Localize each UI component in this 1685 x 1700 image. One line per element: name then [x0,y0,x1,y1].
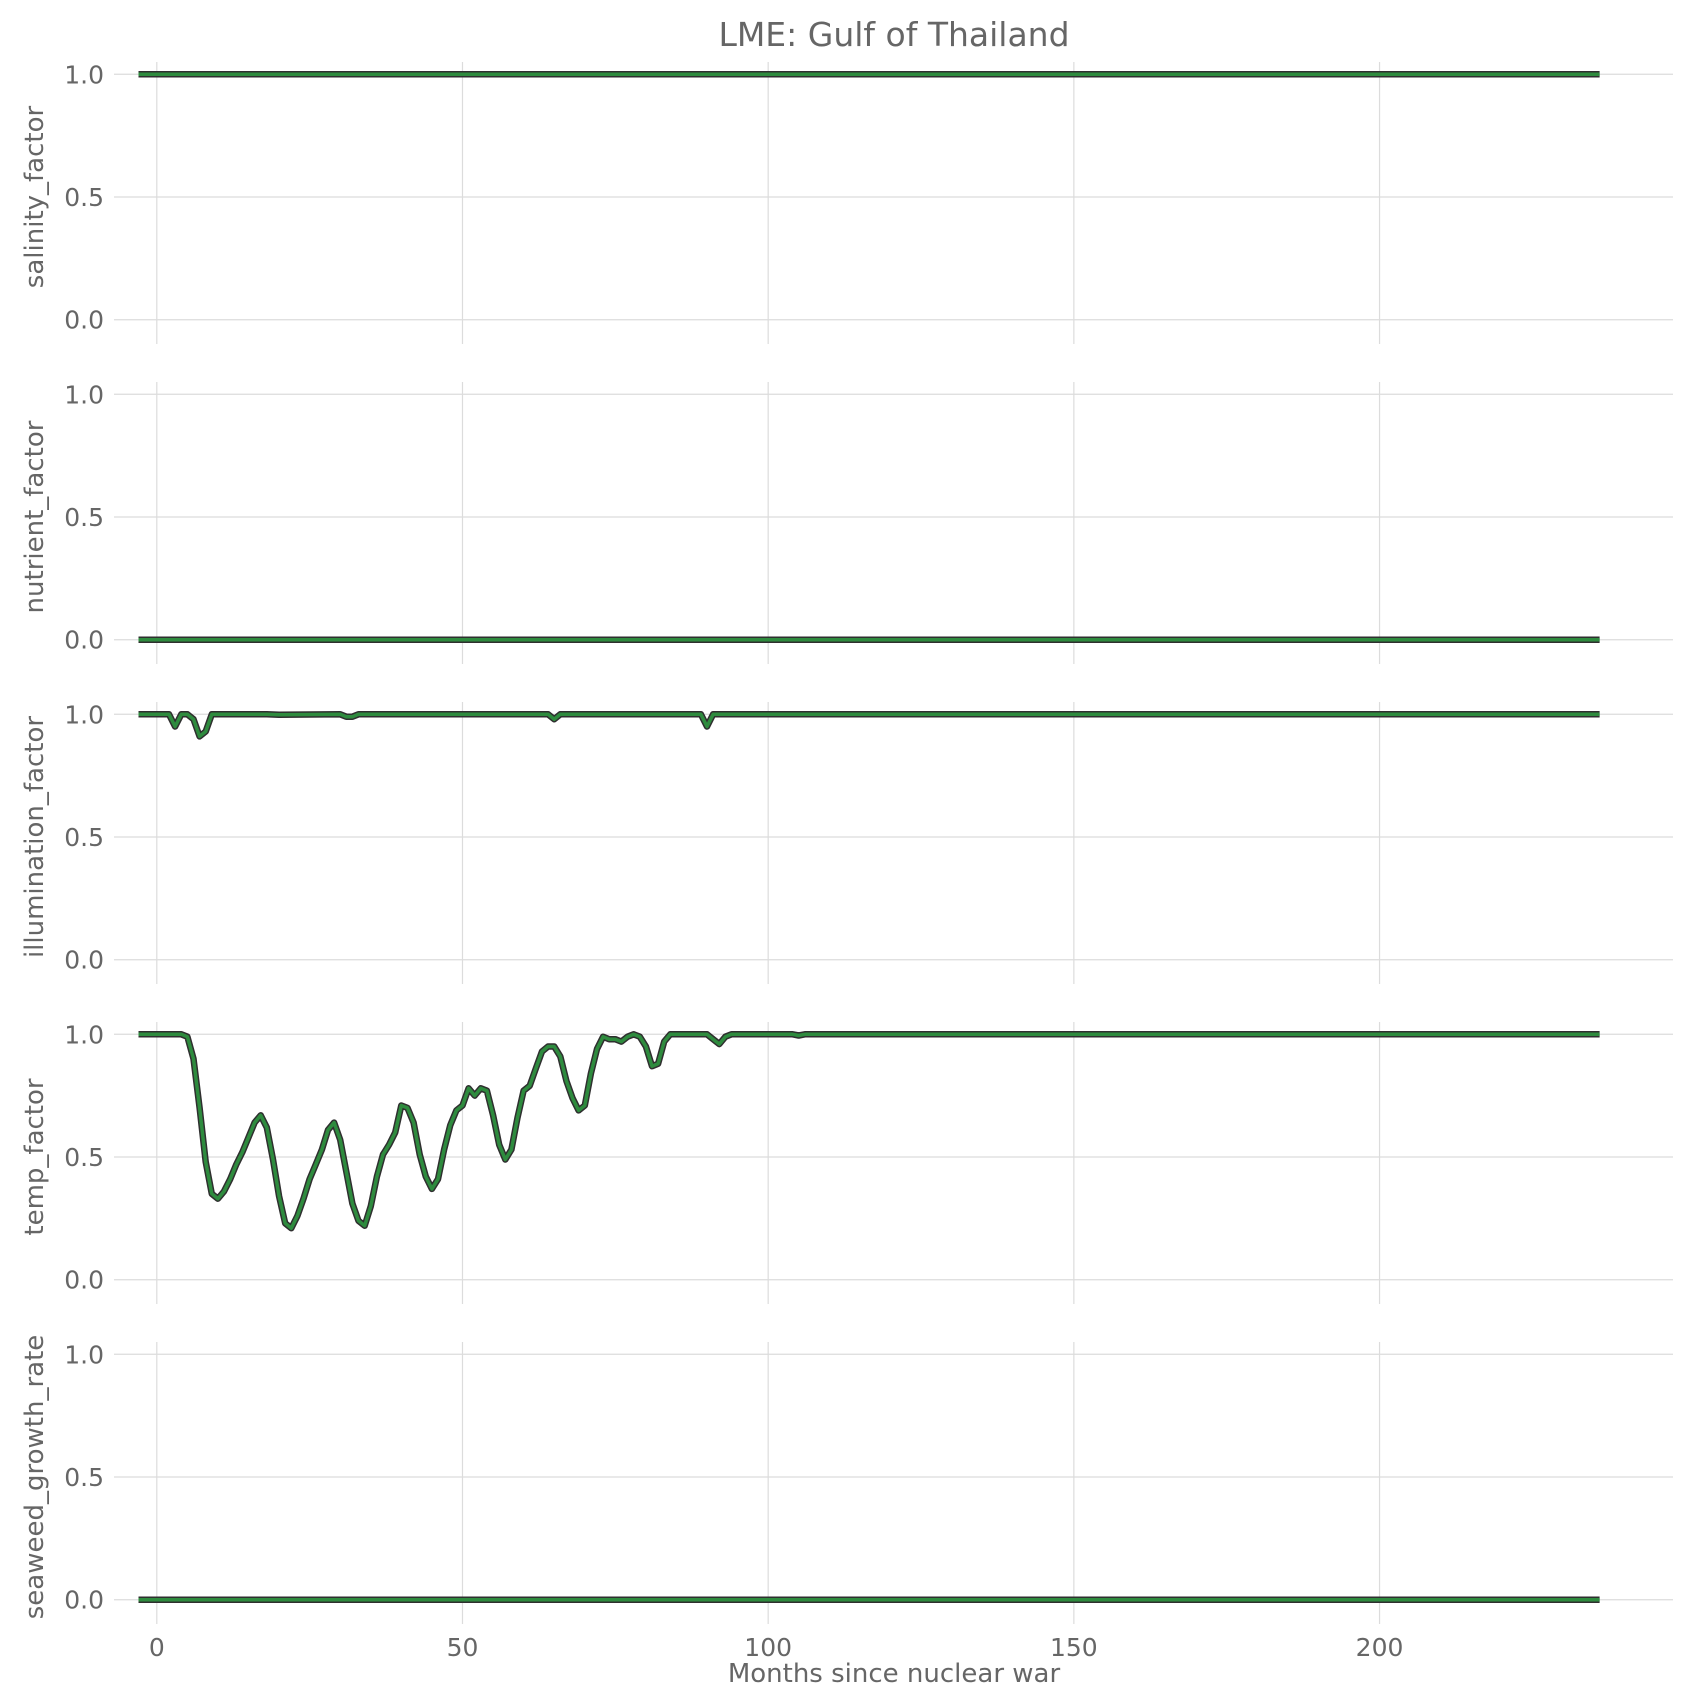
subplot-panels: 0.0 0.5 1.0 salinity_factor 0.0 0.5 1.0 nutrien… [20,60,1673,1662]
y-axis-label: salinity_factor [20,106,50,289]
x-axis-label: Months since nuclear war [728,1659,1061,1689]
y-tick-label: 0.0 [64,946,104,975]
y-tick-label: 0.0 [64,626,104,655]
y-tick-label: 0.5 [64,1143,104,1172]
y-axis-label: nutrient_factor [20,420,50,613]
series-line-outline [138,711,1600,740]
x-tick-label: 100 [744,1633,792,1662]
y-axis-label: illumination_factor [20,716,50,958]
y-axis-label: seaweed_growth_rate [20,1335,50,1620]
y-tick-label: 1.0 [64,700,104,729]
series-line-outline [138,1031,1600,1232]
x-tick-label: 50 [447,1633,479,1662]
series-line [138,1032,1600,1230]
y-tick-label: 0.5 [64,503,104,532]
y-tick-label: 0.5 [64,1463,104,1492]
series-line [138,712,1600,739]
y-tick-label: 1.0 [64,1020,104,1049]
panel-illumination-factor: 0.0 0.5 1.0 illumination_factor [20,700,1673,984]
y-tick-label: 0.0 [64,1586,104,1615]
panel-temp-factor: 0.0 0.5 1.0 temp_factor [20,1020,1673,1304]
y-tick-label: 0.5 [64,183,104,212]
y-tick-label: 0.5 [64,823,104,852]
y-tick-label: 1.0 [64,1340,104,1369]
y-tick-label: 0.0 [64,306,104,335]
y-tick-label: 0.0 [64,1266,104,1295]
panel-seaweed-growth-rate: 0.0 0.5 1.0 seaweed_growth_rate 0 50 100 150 200 [20,1335,1673,1662]
y-tick-label: 1.0 [64,380,104,409]
x-tick-label: 0 [149,1633,165,1662]
panel-salinity-factor: 0.0 0.5 1.0 salinity_factor [20,60,1673,344]
x-tick-label: 150 [1050,1633,1098,1662]
x-tick-label: 200 [1356,1633,1404,1662]
y-tick-label: 1.0 [64,60,104,89]
panel-nutrient-factor: 0.0 0.5 1.0 nutrient_factor [20,380,1673,664]
y-axis-label: temp_factor [20,1078,50,1236]
chart-title: LME: Gulf of Thailand [718,15,1069,54]
